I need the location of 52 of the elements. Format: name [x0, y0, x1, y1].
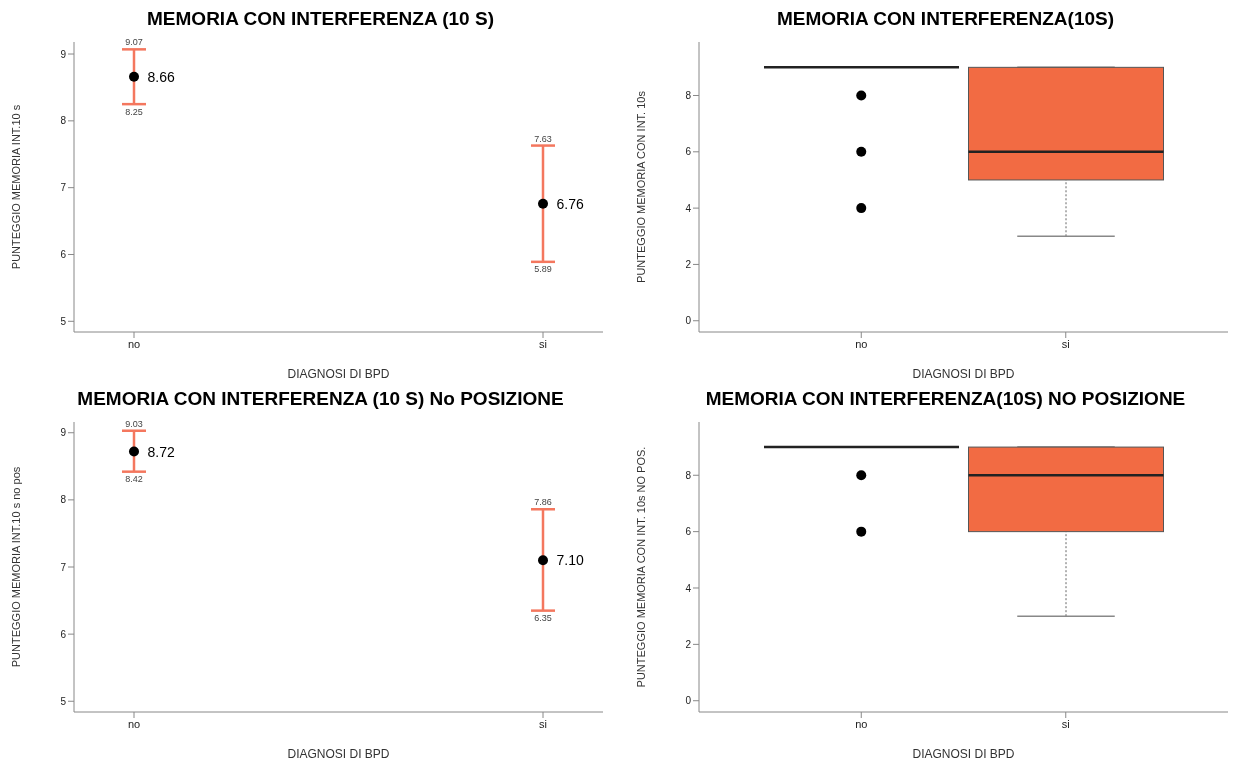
- y-tick-label: 8: [685, 90, 692, 102]
- y-tick-label: 5: [60, 315, 67, 327]
- y-tick-label: 2: [685, 638, 692, 650]
- annotation: 7.86: [534, 497, 552, 508]
- y-tick-label: 6: [60, 628, 67, 640]
- y-axis-title: PUNTEGGIO MEMORIA INT.10 s: [9, 104, 22, 270]
- y-axis-title: PUNTEGGIO MEMORIA INT.10 s no pos: [9, 466, 22, 668]
- annotation: 8.25: [125, 106, 143, 117]
- y-tick-label: 0: [685, 695, 692, 707]
- data-label: 6.76: [556, 195, 584, 212]
- y-tick-label: 4: [685, 582, 692, 594]
- chart-title: MEMORIA CON INTERFERENZA(10S): [775, 8, 1116, 31]
- y-tick-label: 8: [685, 469, 692, 481]
- y-tick-label: 6: [60, 249, 67, 261]
- y-tick-label: 0: [685, 315, 692, 327]
- annotation: 9.07: [125, 37, 143, 48]
- data-label: 7.10: [556, 552, 584, 569]
- y-tick-label: 4: [685, 202, 692, 214]
- x-tick-label: si: [1061, 717, 1070, 730]
- y-tick-label: 6: [685, 146, 692, 158]
- x-tick-label: no: [855, 337, 868, 350]
- y-tick-label: 2: [685, 258, 692, 270]
- x-tick-label: no: [127, 337, 141, 350]
- annotation: 5.89: [534, 264, 552, 275]
- annotation: 9.03: [125, 418, 143, 429]
- annotation: 7.63: [534, 133, 552, 144]
- y-axis-title: PUNTEGGIO MEMORIA CON INT. 10s NO POS.: [634, 446, 647, 688]
- y-axis-title: PUNTEGGIO MEMORIA CON INT. 10s: [634, 90, 647, 283]
- y-tick-label: 7: [60, 182, 67, 194]
- annotation: 8.42: [125, 474, 143, 485]
- x-axis-title: DIAGNOSI DI BPD: [912, 747, 1015, 761]
- x-tick-label: si: [539, 717, 547, 730]
- x-axis-title: DIAGNOSI DI BPD: [287, 747, 390, 761]
- chart-title: MEMORIA CON INTERFERENZA(10S) NO POSIZIONE: [704, 388, 1187, 411]
- annotation: 6.35: [534, 613, 552, 624]
- y-tick-label: 8: [60, 115, 67, 127]
- data-label: 8.72: [147, 443, 175, 460]
- x-tick-label: si: [1061, 337, 1070, 350]
- y-tick-label: 5: [60, 695, 67, 707]
- y-tick-label: 7: [60, 561, 67, 573]
- x-tick-label: no: [855, 717, 868, 730]
- y-tick-label: 9: [60, 48, 67, 60]
- chart-title: MEMORIA CON INTERFERENZA (10 S): [146, 8, 495, 31]
- x-tick-label: si: [539, 337, 547, 350]
- data-label: 8.66: [147, 68, 175, 85]
- x-axis-title: DIAGNOSI DI BPD: [287, 367, 390, 381]
- y-tick-label: 9: [60, 427, 67, 439]
- y-tick-label: 6: [685, 526, 692, 538]
- x-axis-title: DIAGNOSI DI BPD: [912, 367, 1015, 381]
- chart-title: MEMORIA CON INTERFERENZA (10 S) No POSIZIONE: [76, 388, 565, 411]
- y-tick-label: 8: [60, 494, 67, 506]
- x-tick-label: no: [127, 717, 141, 730]
